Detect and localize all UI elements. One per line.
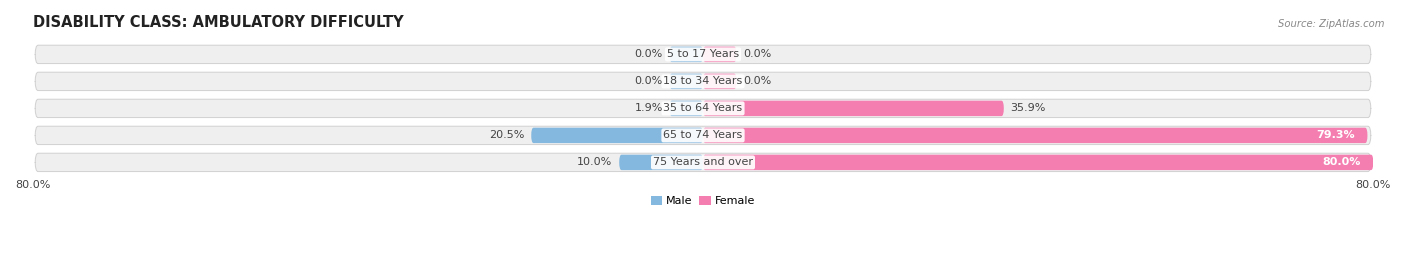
FancyBboxPatch shape [703,155,1374,170]
FancyBboxPatch shape [703,101,1004,116]
FancyBboxPatch shape [669,101,703,116]
FancyBboxPatch shape [703,47,737,62]
Text: 1.9%: 1.9% [634,103,662,114]
Text: 5 to 17 Years: 5 to 17 Years [666,49,740,59]
FancyBboxPatch shape [669,74,703,89]
Text: 0.0%: 0.0% [744,76,772,86]
FancyBboxPatch shape [35,99,1371,118]
Text: 35 to 64 Years: 35 to 64 Years [664,103,742,114]
Legend: Male, Female: Male, Female [647,192,759,211]
Text: 0.0%: 0.0% [634,76,662,86]
FancyBboxPatch shape [35,45,1371,63]
Text: 18 to 34 Years: 18 to 34 Years [664,76,742,86]
Text: 79.3%: 79.3% [1316,130,1355,140]
FancyBboxPatch shape [619,155,703,170]
FancyBboxPatch shape [703,128,1368,143]
Text: 0.0%: 0.0% [744,49,772,59]
Text: 80.0%: 80.0% [1323,157,1361,167]
Text: Source: ZipAtlas.com: Source: ZipAtlas.com [1278,19,1385,29]
FancyBboxPatch shape [703,74,737,89]
Text: 75 Years and over: 75 Years and over [652,157,754,167]
Text: 65 to 74 Years: 65 to 74 Years [664,130,742,140]
Text: 10.0%: 10.0% [578,157,613,167]
FancyBboxPatch shape [35,126,1371,144]
Text: 35.9%: 35.9% [1011,103,1046,114]
FancyBboxPatch shape [669,47,703,62]
FancyBboxPatch shape [35,153,1371,172]
Text: 0.0%: 0.0% [634,49,662,59]
FancyBboxPatch shape [35,72,1371,91]
Text: 20.5%: 20.5% [489,130,524,140]
Text: DISABILITY CLASS: AMBULATORY DIFFICULTY: DISABILITY CLASS: AMBULATORY DIFFICULTY [32,15,404,30]
FancyBboxPatch shape [531,128,703,143]
